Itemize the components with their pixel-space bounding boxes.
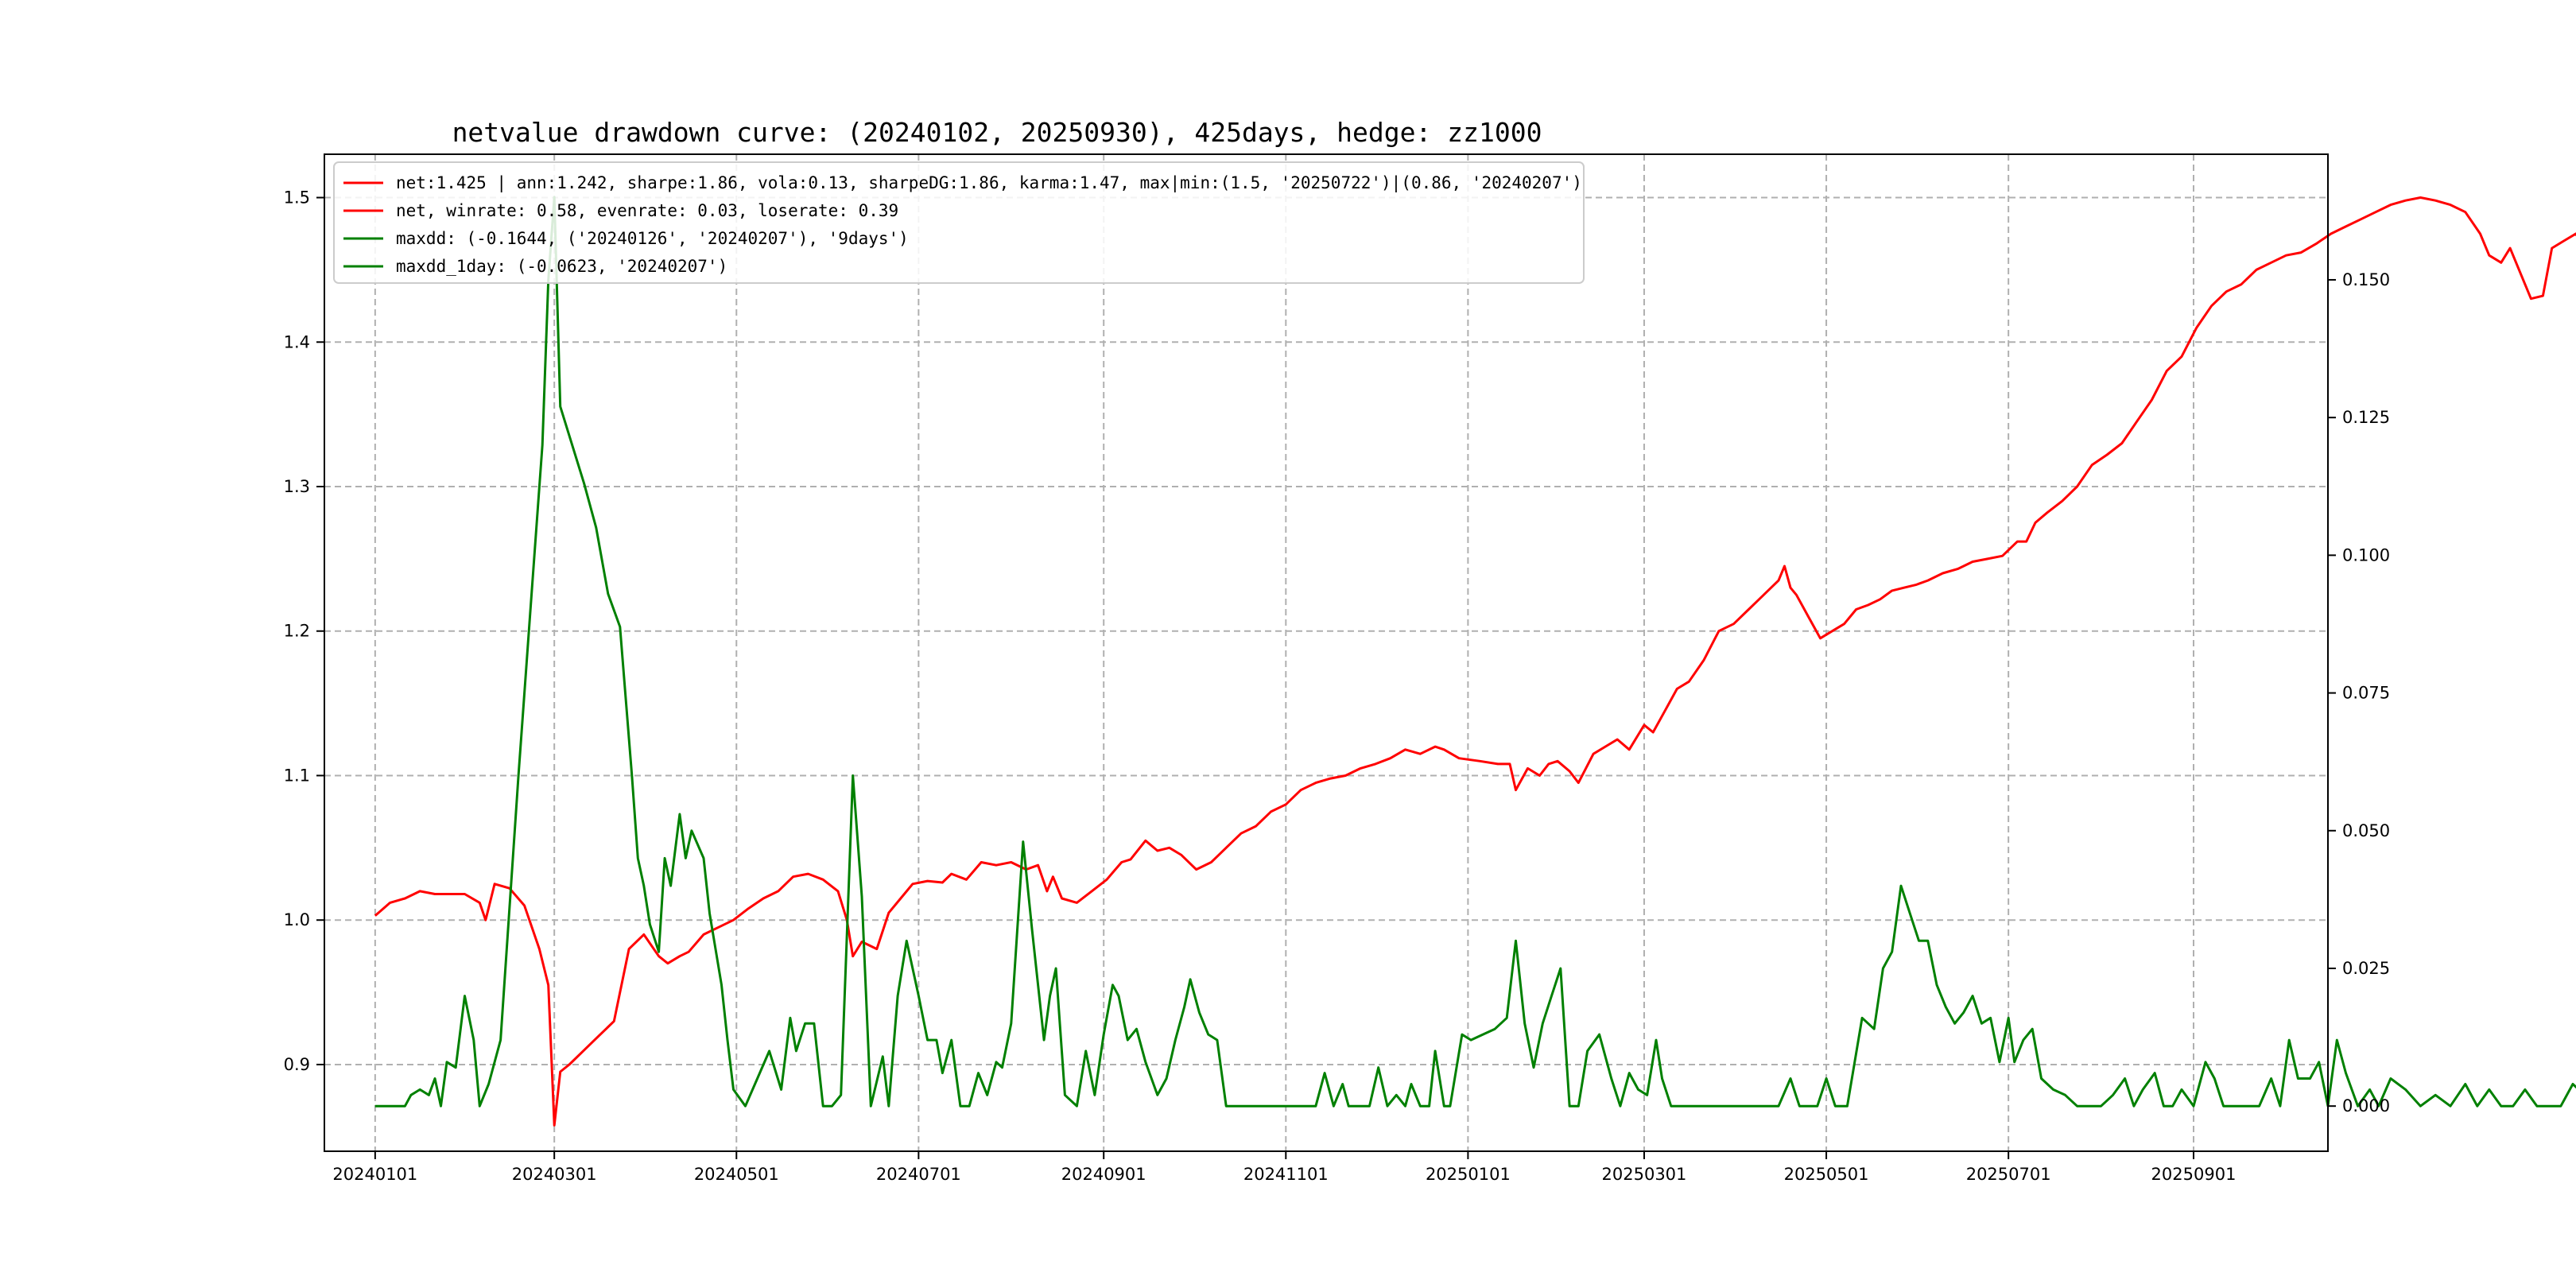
y-left-tick-label: 1.0	[284, 910, 310, 929]
y-left-tick-label: 1.5	[284, 188, 310, 208]
x-tick-label: 20240501	[694, 1165, 779, 1184]
y-right-tick-label: 0.100	[2342, 545, 2390, 564]
y-right-tick-label: 0.050	[2342, 821, 2390, 840]
series-line-net	[374, 196, 2576, 1127]
y-left-tick-label: 1.1	[284, 766, 310, 785]
chart-title: netvalue drawdown curve: (20240102, 2025…	[452, 117, 1542, 148]
x-tick-label: 20240101	[332, 1165, 417, 1184]
x-tick-label: 20250101	[1426, 1165, 1511, 1184]
series-line-maxdd	[374, 196, 2576, 1108]
legend-label: maxdd: (-0.1644, ('20240126', '20240207'…	[396, 229, 909, 248]
x-tick-label: 20250501	[1784, 1165, 1869, 1184]
legend-label: net:1.425 | ann:1.242, sharpe:1.86, vola…	[396, 173, 1582, 193]
y-axis-left: 0.9 1.0 1.1 1.2 1.3 1.4 1.5	[284, 188, 324, 1074]
y-left-tick-label: 1.4	[284, 332, 310, 351]
x-tick-label: 20250301	[1602, 1165, 1687, 1184]
y-right-tick-label: 0.075	[2342, 684, 2390, 703]
x-tick-label: 20240701	[876, 1165, 961, 1184]
y-right-tick-label: 0.150	[2342, 270, 2390, 289]
legend: net:1.425 | ann:1.242, sharpe:1.86, vola…	[333, 161, 1585, 284]
y-left-tick-label: 0.9	[284, 1055, 310, 1074]
x-tick-label: 20241101	[1243, 1165, 1329, 1184]
y-right-tick-label: 0.000	[2342, 1096, 2390, 1115]
series-layer	[374, 196, 2576, 1127]
x-axis: 20240101 20240301 20240501 20240701 20240901…	[332, 1151, 2236, 1184]
x-tick-label: 20250701	[1966, 1165, 2051, 1184]
legend-label: maxdd_1day: (-0.0623, '20240207')	[396, 257, 727, 276]
x-tick-label: 20240301	[512, 1165, 597, 1184]
grid	[324, 154, 2328, 1151]
y-axis-right: 0.000 0.025 0.050 0.075 0.100 0.125 0.150	[2328, 270, 2390, 1115]
legend-box	[333, 161, 1585, 284]
x-tick-label: 20250901	[2151, 1165, 2237, 1184]
y-right-tick-label: 0.125	[2342, 408, 2390, 427]
y-left-tick-label: 1.3	[284, 477, 310, 496]
x-tick-label: 20240901	[1061, 1165, 1146, 1184]
y-right-tick-label: 0.025	[2342, 959, 2390, 978]
plot-frame	[324, 153, 2329, 1152]
legend-label: net, winrate: 0.58, evenrate: 0.03, lose…	[396, 201, 898, 220]
y-left-tick-label: 1.2	[284, 622, 310, 641]
